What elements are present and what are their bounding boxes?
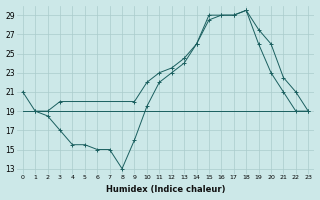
X-axis label: Humidex (Indice chaleur): Humidex (Indice chaleur) — [106, 185, 225, 194]
